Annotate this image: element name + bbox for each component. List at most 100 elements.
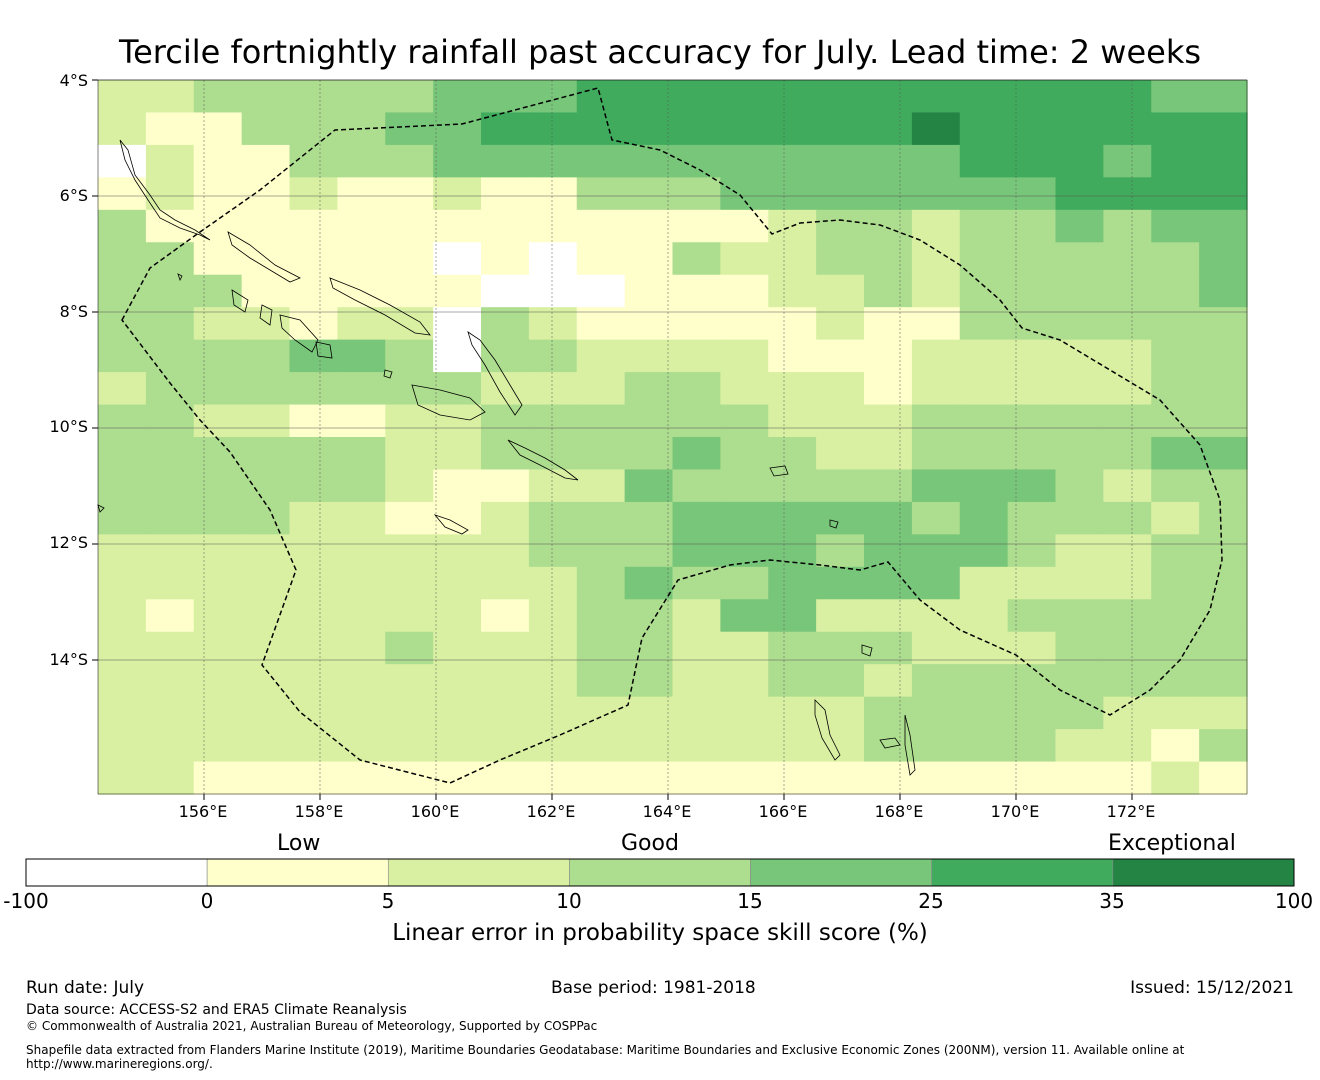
grid-cell xyxy=(385,696,434,730)
grid-cell xyxy=(241,599,291,633)
grid-cell xyxy=(385,242,434,276)
grid-cell xyxy=(289,372,338,406)
grid-cell xyxy=(1151,209,1200,243)
grid-cell xyxy=(1055,307,1104,341)
colorbar-segment xyxy=(569,858,751,887)
grid-cell xyxy=(385,177,434,211)
grid-cell xyxy=(481,144,530,178)
grid-cell xyxy=(241,144,291,178)
island-outline xyxy=(411,384,486,421)
grid-cell xyxy=(816,144,865,178)
grid-cell xyxy=(1151,307,1200,341)
grid-cell xyxy=(911,566,961,600)
grid-cell xyxy=(193,761,243,795)
grid-cell xyxy=(481,696,530,730)
grid-cell xyxy=(145,437,195,471)
grid-cell xyxy=(1103,80,1152,114)
grid-cell xyxy=(433,631,482,665)
grid-cell xyxy=(1199,144,1248,178)
grid-cell xyxy=(385,404,434,438)
island-outline xyxy=(329,277,431,336)
grid-cell xyxy=(1055,144,1104,178)
grid-cell xyxy=(1151,372,1200,406)
grid-cell xyxy=(959,112,1009,146)
grid-cell xyxy=(1103,631,1152,665)
grid-cell xyxy=(481,664,530,698)
grid-cell xyxy=(289,437,338,471)
grid-cell xyxy=(911,274,961,308)
grid-cell xyxy=(1055,372,1104,406)
grid-cell xyxy=(1103,566,1152,600)
grid-cell xyxy=(672,534,721,568)
grid-cell xyxy=(1103,242,1152,276)
tick-25: 25 xyxy=(918,889,944,913)
eez-boundary xyxy=(121,87,1223,784)
grid-cell xyxy=(289,112,338,146)
grid-cell xyxy=(337,469,386,503)
grid-cell xyxy=(720,729,769,763)
grid-cell xyxy=(864,599,913,633)
grid-cell xyxy=(624,469,674,503)
grid-cell xyxy=(98,177,147,211)
grid-cell xyxy=(337,696,386,730)
grid-cell xyxy=(98,599,147,633)
grid-cell xyxy=(241,339,291,373)
grid-cell xyxy=(385,729,434,763)
grid-cell xyxy=(289,209,338,243)
grid-cell xyxy=(145,80,195,114)
grid-cell xyxy=(1055,437,1104,471)
grid-cell xyxy=(624,631,674,665)
grid-cell xyxy=(911,501,961,535)
grid-cell xyxy=(241,631,291,665)
grid-cell xyxy=(959,696,1009,730)
grid-cell xyxy=(672,566,721,600)
shapefile-url: http://www.marineregions.org/. xyxy=(26,1057,213,1071)
grid-cell xyxy=(528,177,578,211)
grid-cell xyxy=(433,534,482,568)
grid-cell xyxy=(98,761,147,795)
grid-cell xyxy=(576,112,626,146)
grid-cell xyxy=(385,80,434,114)
grid-cell xyxy=(528,566,578,600)
grid-cell xyxy=(816,80,865,114)
grid-cell xyxy=(481,599,530,633)
grid-cell xyxy=(433,177,482,211)
grid-cell xyxy=(1055,696,1104,730)
grid-cell xyxy=(720,242,769,276)
grid-cell xyxy=(576,274,626,308)
grid-cell xyxy=(1007,339,1057,373)
grid-cell xyxy=(959,761,1009,795)
grid-cell xyxy=(433,501,482,535)
grid-cell xyxy=(289,469,338,503)
lon-label-156e: 156°E xyxy=(178,802,228,821)
grid-cell xyxy=(1199,112,1248,146)
grid-cell xyxy=(1007,80,1057,114)
category-exceptional: Exceptional xyxy=(1108,831,1236,856)
grid-cell xyxy=(1199,274,1248,308)
grid-cell xyxy=(385,599,434,633)
grid-cell xyxy=(624,274,674,308)
grid-cell xyxy=(1199,177,1248,211)
island-outline xyxy=(97,504,105,513)
grid-cell xyxy=(720,761,769,795)
grid-cell xyxy=(289,80,338,114)
grid-cell xyxy=(911,80,961,114)
grid-cell xyxy=(624,372,674,406)
grid-cell xyxy=(433,696,482,730)
grid-cell xyxy=(1199,534,1248,568)
grid-cell xyxy=(911,209,961,243)
grid-cell xyxy=(959,534,1009,568)
grid-cell xyxy=(720,566,769,600)
grid-cell xyxy=(864,566,913,600)
grid-cell xyxy=(624,404,674,438)
grid-cell xyxy=(1103,729,1152,763)
grid-cell xyxy=(1055,274,1104,308)
grid-cell xyxy=(1151,274,1200,308)
grid-cell xyxy=(1199,761,1248,795)
grid-cell xyxy=(1199,339,1248,373)
grid-cell xyxy=(241,307,291,341)
grid-cell xyxy=(1103,404,1152,438)
grid-cell xyxy=(385,209,434,243)
grid-cell xyxy=(385,372,434,406)
grid-cell xyxy=(1151,761,1200,795)
